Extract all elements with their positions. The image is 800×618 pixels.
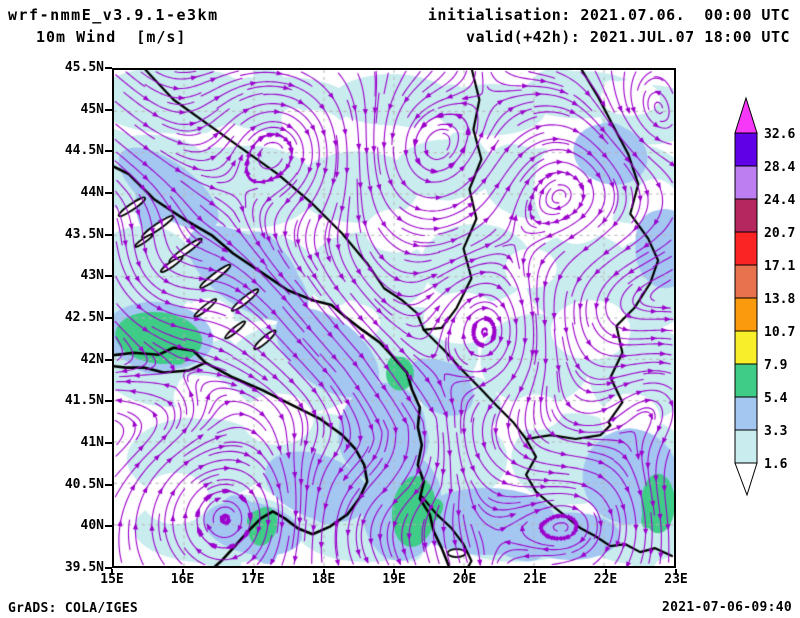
x-tick-label: 18E — [311, 572, 336, 587]
y-tick-mark — [105, 567, 112, 569]
map-canvas — [114, 70, 674, 566]
colorbar-segment — [734, 330, 758, 365]
y-tick-mark — [105, 67, 112, 69]
colorbar-segment — [734, 198, 758, 233]
y-tick-mark — [105, 400, 112, 403]
x-tick-label: 22E — [593, 572, 618, 587]
x-tick-mark — [393, 569, 395, 575]
colorbar-level-label: 3.3 — [764, 424, 787, 439]
colorbar-segment — [734, 297, 758, 332]
y-tick-mark — [105, 483, 112, 486]
y-tick-mark — [105, 108, 112, 111]
y-tick-mark — [105, 442, 112, 444]
x-tick-label: 23E — [664, 572, 688, 587]
x-tick-label: 21E — [523, 572, 547, 587]
y-tick-label: 42.5N — [64, 310, 104, 325]
x-tick-mark — [252, 569, 254, 575]
x-tick-label: 20E — [452, 572, 477, 587]
colorbar-segment — [734, 231, 758, 266]
y-tick-label: 40N — [80, 518, 104, 534]
colorbar-level-label: 13.8 — [764, 292, 795, 307]
y-tick-mark — [105, 192, 112, 194]
colorbar-level-label: 24.4 — [764, 193, 795, 208]
colorbar-level-label: 1.6 — [764, 457, 788, 472]
colorbar-segment — [734, 363, 758, 398]
colorbar-segment — [734, 264, 758, 299]
colorbar-level-label: 5.4 — [764, 391, 788, 406]
y-tick-label: 44.5N — [64, 143, 104, 159]
x-tick-mark — [322, 569, 325, 575]
colorbar-bottom-wedge — [734, 462, 758, 497]
y-tick-mark — [105, 525, 112, 528]
colorbar-level-label: 32.6 — [764, 127, 795, 142]
y-tick-mark — [105, 150, 112, 153]
x-tick-mark — [604, 569, 607, 575]
x-tick-mark — [534, 569, 536, 575]
x-tick-label: 17E — [241, 572, 265, 587]
colorbar-top-spike — [734, 96, 758, 134]
y-tick-label: 41N — [80, 435, 104, 450]
y-tick-mark — [105, 358, 112, 361]
grads-credit: GrADS: COLA/IGES — [8, 601, 139, 616]
y-tick-label: 45N — [80, 101, 104, 117]
colorbar-level-label: 7.9 — [764, 358, 787, 373]
colorbar-segment — [734, 396, 758, 431]
initialisation-label: initialisation: 2021.07.06. 00:00 UTC — [427, 6, 790, 24]
x-tick-mark — [463, 569, 466, 575]
y-tick-mark — [105, 233, 112, 236]
colorbar-segment — [734, 132, 758, 167]
x-tick-label: 16E — [170, 572, 195, 587]
y-tick-label: 43N — [80, 268, 104, 284]
x-tick-mark — [111, 569, 113, 575]
colorbar-level-label: 17.1 — [764, 259, 795, 274]
y-tick-mark — [105, 275, 112, 278]
y-tick-label: 43.5N — [64, 226, 104, 242]
valid-time-label: valid(+42h): 2021.JUL.07 18:00 UTC — [465, 28, 790, 46]
field-title: 10m Wind [m/s] — [36, 28, 187, 46]
y-tick-label: 44N — [80, 185, 104, 200]
y-tick-label: 45.5N — [64, 60, 104, 75]
y-tick-label: 40.5N — [64, 476, 104, 492]
y-tick-mark — [105, 317, 112, 319]
colorbar-level-label: 10.7 — [764, 325, 795, 340]
x-tick-label: 19E — [382, 572, 406, 587]
y-tick-label: 41.5N — [64, 393, 104, 409]
colorbar-segment — [734, 165, 758, 200]
plot-timestamp: 2021-07-06-09:40 — [661, 600, 792, 615]
x-tick-mark — [181, 569, 184, 575]
model-title: wrf-nmmE_v3.9.1-e3km — [8, 6, 219, 24]
map-frame — [112, 68, 676, 568]
y-tick-label: 39.5N — [64, 560, 104, 575]
y-tick-label: 42N — [80, 351, 104, 367]
colorbar-level-label: 20.7 — [764, 226, 795, 241]
colorbar-level-label: 28.4 — [764, 160, 795, 175]
wind-speed-colorbar: 32.6 28.4 24.4 20.7 17.1 13.8 10.7 7.9 5.4 3.3 1.6 — [734, 96, 795, 497]
colorbar-segment — [734, 429, 758, 464]
x-tick-label: 15E — [100, 572, 124, 587]
x-tick-mark — [675, 569, 677, 575]
